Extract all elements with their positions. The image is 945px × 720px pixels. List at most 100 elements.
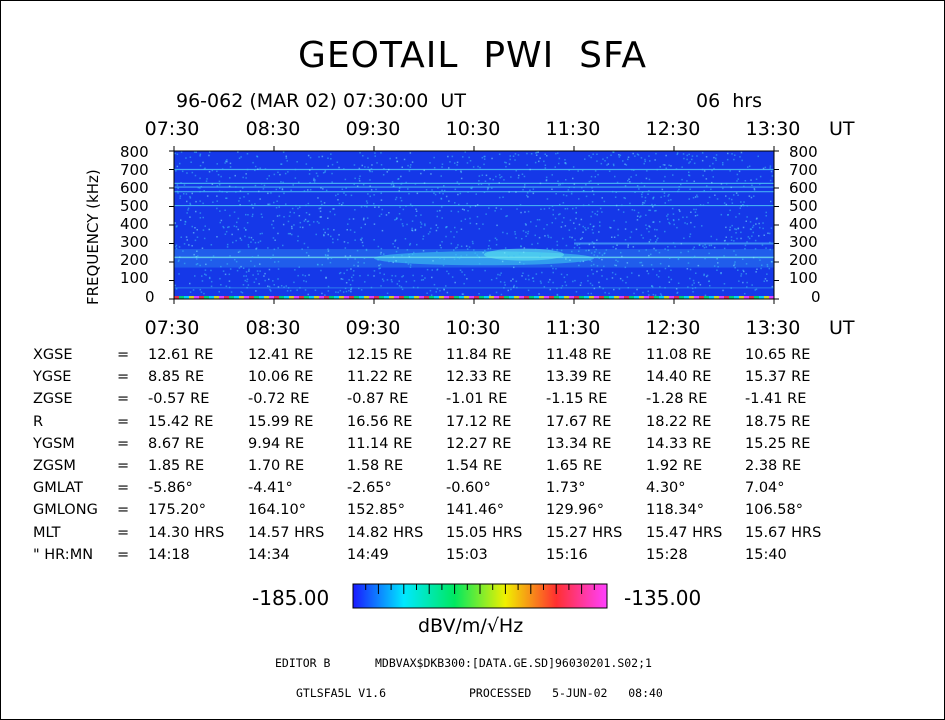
noise-speckle <box>212 201 214 203</box>
orbit-value-cell: 14:18 <box>148 547 190 563</box>
noise-speckle <box>621 204 623 207</box>
low-frequency-edge <box>519 296 524 299</box>
noise-speckle <box>224 273 227 276</box>
noise-speckle <box>307 220 310 222</box>
noise-speckle <box>573 186 575 189</box>
noise-speckle <box>572 207 574 210</box>
noise-speckle <box>528 278 530 281</box>
noise-speckle <box>411 227 413 230</box>
orbit-value-cell: 13.34 RE <box>546 436 612 452</box>
noise-speckle <box>698 244 701 246</box>
noise-speckle <box>189 195 191 198</box>
noise-speckle <box>738 280 740 282</box>
noise-speckle <box>395 260 397 262</box>
noise-speckle <box>735 232 737 234</box>
noise-speckle <box>202 161 204 164</box>
noise-speckle <box>398 280 400 282</box>
noise-speckle <box>504 247 507 249</box>
noise-speckle <box>365 248 368 251</box>
orbit-value-cell: 12.33 RE <box>446 369 512 385</box>
noise-speckle <box>194 275 196 277</box>
noise-speckle <box>406 223 408 226</box>
noise-speckle <box>415 215 417 217</box>
noise-speckle <box>750 196 753 199</box>
noise-speckle <box>228 273 231 276</box>
noise-speckle <box>676 153 678 156</box>
noise-speckle <box>672 213 675 215</box>
noise-speckle <box>251 215 254 218</box>
orbit-value-cell: 12.41 RE <box>248 347 314 363</box>
noise-speckle <box>540 282 542 284</box>
noise-speckle <box>438 192 441 194</box>
noise-speckle <box>367 274 369 277</box>
noise-speckle <box>590 175 593 178</box>
noise-speckle <box>701 225 703 227</box>
low-frequency-edge <box>504 296 509 299</box>
orbit-value-cell: 15.25 RE <box>745 436 811 452</box>
noise-speckle <box>235 191 237 193</box>
noise-speckle <box>676 226 678 229</box>
noise-speckle <box>196 229 198 231</box>
noise-speckle <box>341 204 343 206</box>
orbit-row-equals: = <box>117 502 130 518</box>
noise-speckle <box>261 232 263 235</box>
noise-speckle <box>259 240 262 242</box>
noise-speckle <box>551 250 553 252</box>
noise-speckle <box>697 281 700 284</box>
noise-speckle <box>403 158 406 161</box>
noise-speckle <box>362 244 364 247</box>
noise-speckle <box>598 231 600 233</box>
noise-speckle <box>382 280 385 282</box>
noise-speckle <box>569 236 571 238</box>
noise-speckle <box>624 163 626 165</box>
noise-speckle <box>202 216 204 219</box>
noise-speckle <box>259 270 261 272</box>
noise-speckle <box>386 171 388 173</box>
noise-speckle <box>703 274 705 277</box>
noise-speckle <box>243 227 246 229</box>
low-frequency-edge <box>459 296 464 299</box>
noise-speckle <box>390 279 393 281</box>
noise-speckle <box>689 233 692 235</box>
noise-speckle <box>456 246 458 249</box>
low-frequency-edge <box>259 296 264 299</box>
noise-speckle <box>759 226 761 229</box>
noise-speckle <box>273 284 275 286</box>
noise-speckle <box>556 294 559 296</box>
noise-speckle <box>454 188 457 191</box>
noise-speckle <box>593 287 596 290</box>
noise-speckle <box>498 196 501 199</box>
noise-speckle <box>192 289 195 291</box>
noise-speckle <box>614 264 616 266</box>
noise-speckle <box>294 177 297 179</box>
noise-speckle <box>305 204 307 207</box>
noise-speckle <box>563 276 566 279</box>
noise-speckle <box>582 260 585 263</box>
noise-speckle <box>343 241 346 243</box>
noise-speckle <box>749 221 752 223</box>
noise-speckle <box>307 202 310 205</box>
noise-speckle <box>175 247 178 250</box>
noise-speckle <box>564 225 567 227</box>
noise-speckle <box>436 269 438 271</box>
noise-speckle <box>250 260 252 262</box>
noise-speckle <box>226 159 228 161</box>
low-frequency-edge <box>449 296 454 299</box>
noise-speckle <box>578 247 581 249</box>
noise-speckle <box>283 286 285 288</box>
bottom-tick-label: 08:30 <box>245 317 301 339</box>
noise-speckle <box>283 192 285 195</box>
noise-speckle <box>393 185 395 187</box>
noise-speckle <box>409 152 412 154</box>
noise-speckle <box>220 219 223 222</box>
noise-speckle <box>222 225 224 228</box>
noise-speckle <box>619 277 622 280</box>
noise-speckle <box>245 173 247 175</box>
noise-speckle <box>308 173 311 175</box>
low-frequency-edge <box>469 296 474 299</box>
noise-speckle <box>583 190 585 192</box>
noise-speckle <box>614 175 616 178</box>
noise-speckle <box>564 208 567 210</box>
noise-speckle <box>541 271 543 274</box>
noise-speckle <box>520 245 522 248</box>
